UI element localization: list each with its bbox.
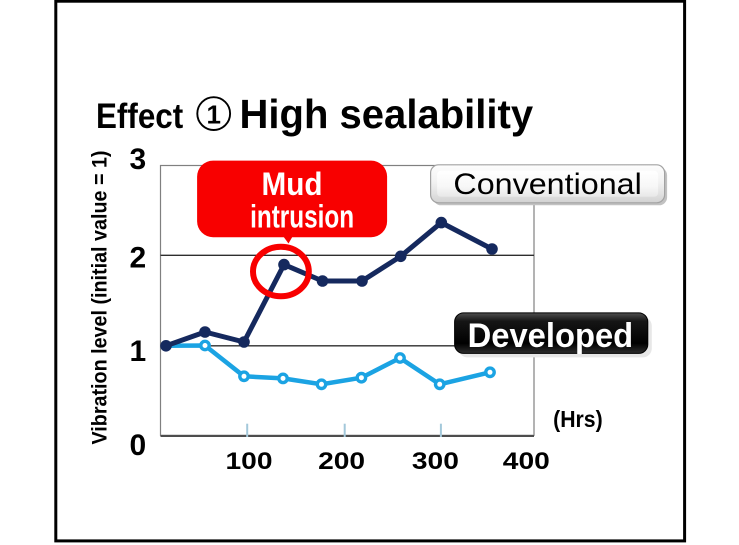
svg-text:3: 3 bbox=[129, 143, 146, 176]
svg-text:Effect: Effect bbox=[96, 96, 183, 136]
svg-text:100: 100 bbox=[226, 448, 273, 475]
svg-text:400: 400 bbox=[503, 448, 550, 475]
svg-text:300: 300 bbox=[412, 448, 459, 475]
svg-text:2: 2 bbox=[129, 241, 146, 274]
svg-text:Conventional: Conventional bbox=[453, 168, 641, 201]
svg-text:Mud: Mud bbox=[262, 166, 323, 202]
svg-text:intrusion: intrusion bbox=[250, 199, 354, 235]
svg-text:1: 1 bbox=[129, 335, 146, 368]
svg-text:Vibration level (initial value: Vibration level (initial value = 1) bbox=[89, 151, 112, 445]
svg-text:Developed: Developed bbox=[468, 317, 634, 355]
svg-text:(Hrs): (Hrs) bbox=[553, 406, 603, 432]
svg-text:0: 0 bbox=[129, 429, 146, 462]
svg-text:High sealability: High sealability bbox=[240, 91, 534, 137]
svg-text:200: 200 bbox=[318, 448, 365, 475]
svg-text:1: 1 bbox=[206, 100, 220, 130]
